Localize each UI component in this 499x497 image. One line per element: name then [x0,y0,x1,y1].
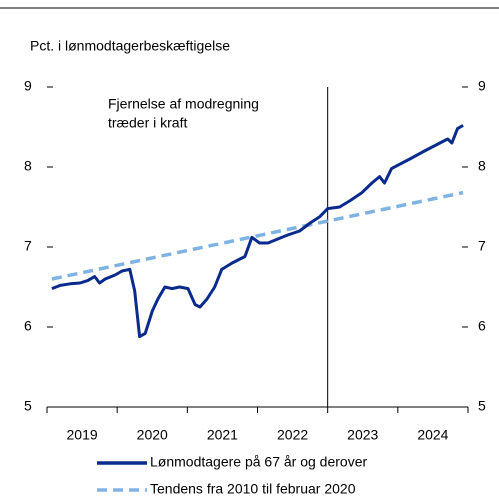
x-tick-label: 2022 [277,427,308,443]
y2-tick-label: 9 [478,78,486,94]
y2-tick-label: 8 [478,158,486,174]
x-tick-label: 2021 [207,427,238,443]
legend-label: Lønmodtagere på 67 år og derover [150,454,367,470]
y-tick-label: 5 [24,398,32,414]
x-tick-label: 2023 [347,427,378,443]
y-tick-label: 8 [24,158,32,174]
y2-tick-label: 7 [478,238,486,254]
y2-tick-label: 5 [478,398,486,414]
data-line [51,124,464,339]
chart-subtitle: Pct. i lønmodtagerbeskæftigelse [30,38,230,54]
x-tick-label: 2020 [137,427,168,443]
y2-tick-label: 6 [478,318,486,334]
legend-label: Tendens fra 2010 til februar 2020 [150,481,356,497]
data-line [51,190,464,281]
y-tick-label: 6 [24,318,32,334]
annotation-text: Fjernelse af modregning [108,96,259,112]
y-tick-label: 9 [24,78,32,94]
y-tick-label: 7 [24,238,32,254]
x-tick-label: 2019 [67,427,98,443]
x-tick-label: 2024 [417,427,448,443]
annotation-text: træder i kraft [108,115,187,131]
